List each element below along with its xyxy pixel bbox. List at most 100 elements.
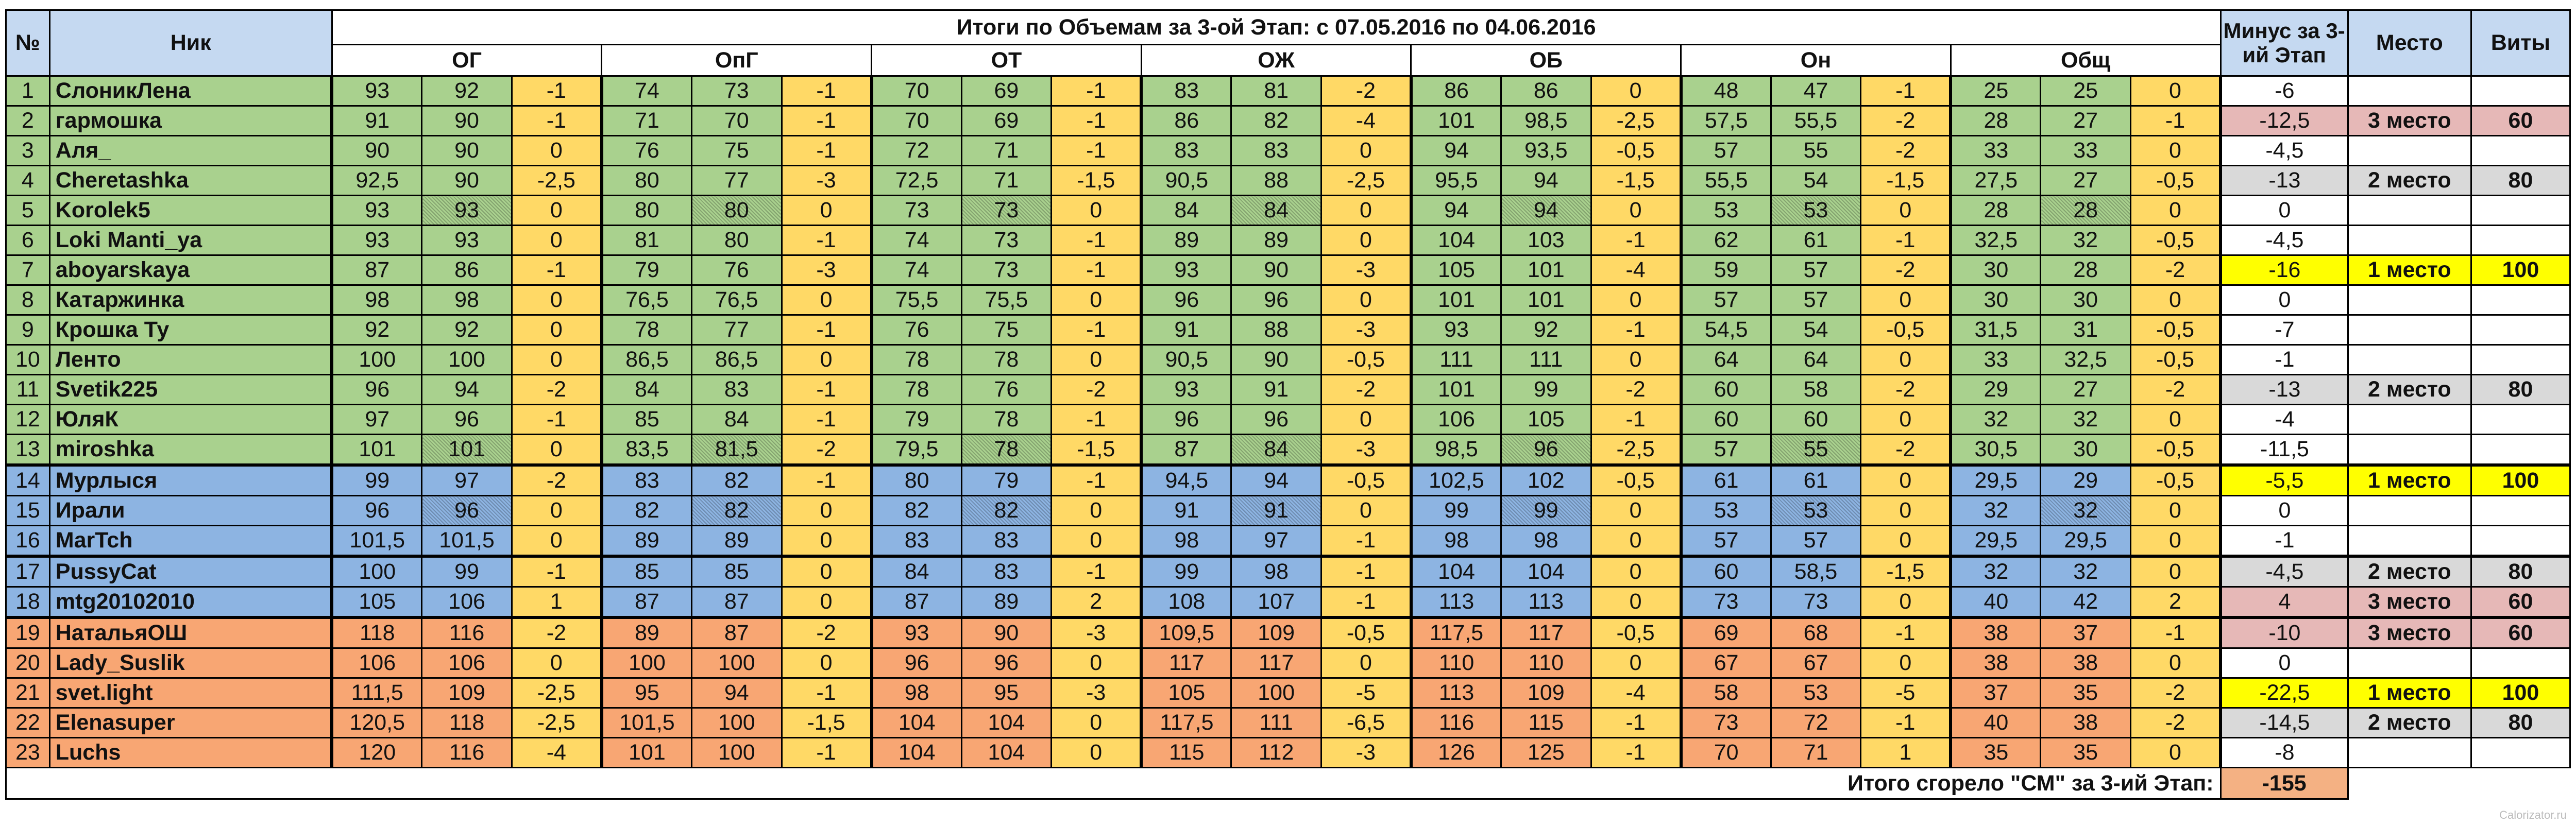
value-diff: 0	[2129, 404, 2222, 435]
value-diff: 0	[2129, 555, 2222, 588]
row-vity	[2470, 495, 2571, 526]
row-place: 1 место	[2347, 677, 2472, 709]
value-before: 118	[330, 616, 423, 649]
value-diff: 0	[1050, 737, 1142, 768]
value-before: 57	[1679, 434, 1772, 466]
value-before: 33	[1949, 135, 2042, 166]
header-group: ОГ	[331, 44, 603, 77]
value-diff: -0,5	[2129, 225, 2222, 256]
value-diff: -0,5	[1590, 135, 1682, 166]
value-after: 100	[690, 647, 783, 679]
value-before: 111	[1409, 344, 1502, 375]
value-diff: 0	[511, 225, 603, 256]
value-after: 38	[2040, 647, 2131, 679]
row-place	[2347, 75, 2472, 107]
value-diff: -1	[1050, 314, 1142, 346]
value-before: 99	[330, 463, 423, 496]
value-after: 75	[960, 314, 1053, 346]
value-after: 100	[421, 344, 513, 375]
value-before: 105	[330, 586, 423, 618]
value-diff: -1	[781, 737, 873, 768]
value-before: 70	[870, 75, 962, 107]
value-before: 40	[1949, 707, 2042, 738]
value-before: 30,5	[1949, 434, 2042, 466]
table-row: 19 НатальяОШ 118 116 -2 89 87 -2 93 90 -3 109,5 109-…	[5, 616, 2571, 649]
table-row: 7 aboyarskaya 87 86 -1 79 76 -3 74 73 -1 93 90 -3 105 1…	[5, 254, 2571, 286]
value-diff: 1	[1860, 737, 1952, 768]
value-after: 98,5	[1500, 105, 1592, 136]
value-diff: -1,5	[1050, 165, 1142, 196]
value-after: 93	[421, 195, 513, 226]
value-diff: -0,5	[1320, 616, 1412, 649]
row-nick: Cheretashka	[48, 165, 333, 196]
value-after: 83	[960, 525, 1053, 557]
value-before: 113	[1409, 586, 1502, 618]
row-vity	[2470, 344, 2571, 375]
value-before: 99	[1409, 495, 1502, 526]
table-row: 4 Cheretashka 92,5 90 -2,5 80 77 -3 72,5 71 -1,5 90…	[5, 165, 2571, 196]
value-diff: -0,5	[1860, 314, 1952, 346]
table-row: 1 СлоникЛена 93 92 -1 74 73 -1 70 69 -1 83 81 -2 86 86 0…	[5, 75, 2571, 107]
table-row: 3 Аля_ 90 90 0 76 75 -1 72 71 -1 83 83 0 94 93,5 -0,5 57 5…	[5, 135, 2571, 166]
value-after: 96	[421, 404, 513, 435]
value-before: 79,5	[870, 434, 962, 466]
value-before: 61	[1679, 463, 1772, 496]
value-diff: 0	[781, 525, 873, 557]
value-before: 93	[330, 225, 423, 256]
value-before: 79	[600, 254, 692, 286]
value-before: 40	[1949, 586, 2042, 618]
value-diff: -0,5	[2129, 463, 2222, 496]
table-row: 21 svet.light 111,5 109 -2,5 95 94 -1 98 95 -3 105 1…	[5, 677, 2571, 709]
value-diff: -2,5	[511, 677, 603, 709]
row-vity	[2470, 647, 2571, 679]
value-after: 86,5	[690, 344, 783, 375]
value-after: 67	[1770, 647, 1862, 679]
value-before: 117,5	[1140, 707, 1232, 738]
value-before: 115	[1140, 737, 1232, 768]
row-minus: -4,5	[2219, 225, 2349, 256]
value-after: 60	[1770, 404, 1862, 435]
value-before: 59	[1679, 254, 1772, 286]
row-nick: Lady_Suslik	[48, 647, 333, 679]
value-before: 89	[600, 616, 692, 649]
table-row: 13 miroshka 101 101 0 83,5 81,5 -2 79,5 78 -1,5 87 8…	[5, 434, 2571, 466]
value-diff: -0,5	[2129, 434, 2222, 466]
value-diff: -3	[1320, 737, 1412, 768]
value-before: 95,5	[1409, 165, 1502, 196]
value-diff: 0	[1590, 195, 1682, 226]
value-before: 28	[1949, 105, 2042, 136]
row-number: 11	[5, 374, 50, 405]
value-before: 33	[1949, 344, 2042, 375]
value-diff: 0	[511, 495, 603, 526]
row-minus: 0	[2219, 495, 2349, 526]
value-after: 71	[1770, 737, 1862, 768]
row-nick: Loki Manti_ya	[48, 225, 333, 256]
value-before: 69	[1679, 616, 1772, 649]
value-before: 117,5	[1409, 616, 1502, 649]
value-diff: -1	[1050, 254, 1142, 286]
row-vity	[2470, 314, 2571, 346]
value-before: 79	[870, 404, 962, 435]
value-after: 94	[1500, 195, 1592, 226]
value-diff: -0,5	[1320, 344, 1412, 375]
value-before: 70	[1679, 737, 1772, 768]
value-diff: 0	[781, 195, 873, 226]
value-before: 29,5	[1949, 525, 2042, 557]
value-after: 94	[421, 374, 513, 405]
row-number: 21	[5, 677, 50, 709]
value-after: 115	[1500, 707, 1592, 738]
value-diff: -1	[1320, 586, 1412, 618]
value-before: 74	[870, 225, 962, 256]
value-after: 57	[1770, 284, 1862, 316]
value-after: 98	[1500, 525, 1592, 557]
value-diff: 0	[1050, 707, 1142, 738]
value-after: 111	[1500, 344, 1592, 375]
value-after: 94	[1230, 463, 1322, 496]
value-before: 83	[600, 463, 692, 496]
value-before: 101,5	[330, 525, 423, 557]
value-after: 70	[690, 105, 783, 136]
value-diff: 2	[2129, 586, 2222, 618]
row-vity: 80	[2470, 555, 2571, 588]
value-after: 53	[1770, 195, 1862, 226]
value-before: 74	[870, 254, 962, 286]
